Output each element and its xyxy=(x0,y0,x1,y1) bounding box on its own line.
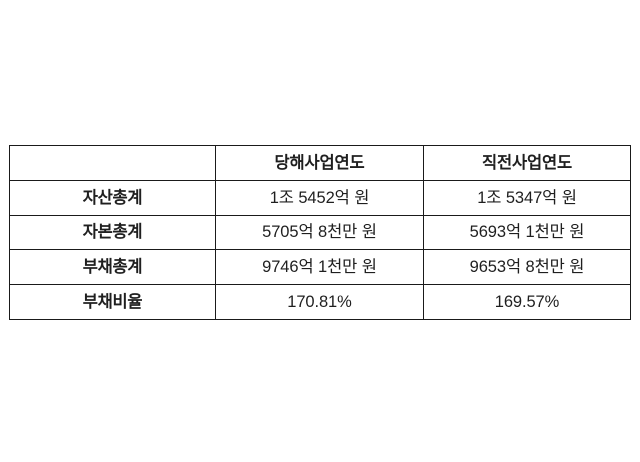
financial-summary-table-wrapper: 당해사업연도 직전사업연도 자산총계 1조 5452억 원 1조 5347억 원… xyxy=(9,145,631,320)
cell-total-equity-previous-year: 5693억 1천만 원 xyxy=(423,214,631,251)
row-label-total-equity: 자본총계 xyxy=(9,214,216,251)
cell-total-assets-previous-year: 1조 5347억 원 xyxy=(423,179,631,216)
financial-summary-table: 당해사업연도 직전사업연도 자산총계 1조 5452억 원 1조 5347억 원… xyxy=(9,145,631,320)
cell-total-liabilities-current-year: 9746억 1천만 원 xyxy=(215,249,424,286)
cell-debt-ratio-current-year: 170.81% xyxy=(215,284,424,320)
table-row: 자산총계 1조 5452억 원 1조 5347억 원 xyxy=(9,179,631,216)
cell-total-assets-current-year: 1조 5452억 원 xyxy=(215,179,424,216)
table-row: 부채비율 170.81% 169.57% xyxy=(9,284,631,320)
cell-total-liabilities-previous-year: 9653억 8천만 원 xyxy=(423,249,631,286)
table-corner-cell xyxy=(9,145,216,181)
cell-total-equity-current-year: 5705억 8천만 원 xyxy=(215,214,424,251)
cell-debt-ratio-previous-year: 169.57% xyxy=(423,284,631,320)
row-label-total-liabilities: 부채총계 xyxy=(9,249,216,286)
table-row: 자본총계 5705억 8천만 원 5693억 1천만 원 xyxy=(9,214,631,251)
row-label-total-assets: 자산총계 xyxy=(9,179,216,216)
table-header: 당해사업연도 직전사업연도 xyxy=(9,145,631,181)
column-header-previous-year: 직전사업연도 xyxy=(423,145,631,181)
column-header-current-year: 당해사업연도 xyxy=(215,145,424,181)
row-label-debt-ratio: 부채비율 xyxy=(9,284,216,320)
table-header-row: 당해사업연도 직전사업연도 xyxy=(9,145,631,181)
table-body: 자산총계 1조 5452억 원 1조 5347억 원 자본총계 5705억 8천… xyxy=(9,179,631,320)
table-row: 부채총계 9746억 1천만 원 9653억 8천만 원 xyxy=(9,249,631,286)
